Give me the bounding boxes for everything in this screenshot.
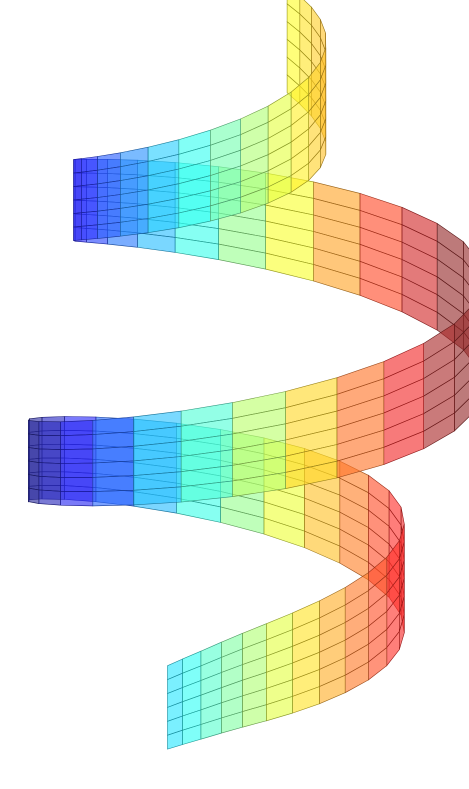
mesh-face [38, 462, 61, 478]
mesh-face [463, 240, 469, 268]
mesh-face [73, 225, 82, 241]
mesh-face [92, 460, 134, 478]
mesh-face [38, 489, 61, 506]
mesh-face [38, 448, 61, 464]
mesh-face [73, 171, 82, 187]
mesh-face [81, 210, 98, 227]
mesh-face [210, 196, 241, 222]
mesh-face [97, 208, 121, 226]
mesh-face [38, 421, 61, 437]
mesh-face [92, 489, 134, 507]
mesh-face [81, 224, 98, 241]
mesh-face [81, 197, 98, 214]
mesh-face [232, 472, 286, 497]
mesh-face [73, 158, 82, 174]
mesh-face [81, 156, 98, 173]
mesh-face [97, 221, 121, 239]
mesh-face [73, 185, 82, 201]
mesh-face [81, 183, 98, 200]
mesh-face [92, 445, 134, 464]
mesh-face [92, 431, 134, 450]
mesh-face [28, 433, 40, 450]
mesh-face [73, 212, 82, 228]
mesh-face [60, 448, 94, 464]
mesh-face [60, 462, 94, 478]
mesh-face [60, 420, 94, 437]
mesh-face [28, 447, 40, 463]
mesh-face [81, 169, 98, 187]
mesh-face [73, 198, 82, 214]
mesh-face [60, 434, 94, 450]
mesh-face [38, 475, 61, 492]
mesh-face [463, 258, 469, 286]
ribbon-mesh [28, 0, 469, 750]
mesh-face [133, 486, 182, 506]
mesh-face [92, 475, 134, 492]
mesh-face [28, 460, 40, 477]
mesh-face [463, 276, 469, 304]
mesh-face [266, 695, 293, 722]
mesh-face [28, 487, 40, 504]
mesh-face [38, 434, 61, 450]
mesh-face [60, 490, 94, 507]
mesh-face [60, 477, 94, 492]
mesh-face [28, 420, 40, 436]
mesh-face [28, 474, 40, 491]
